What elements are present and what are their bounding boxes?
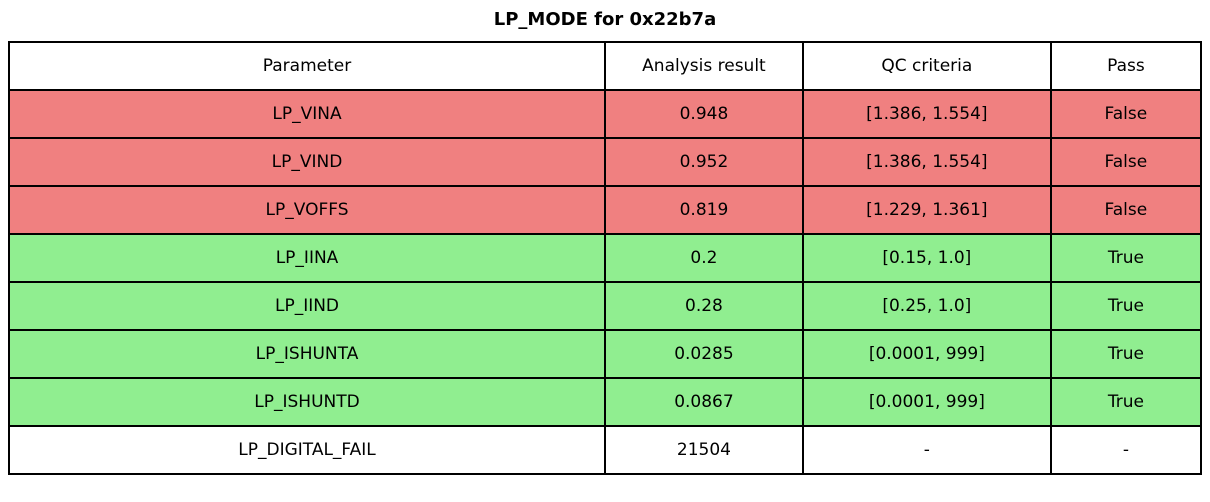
cell-parameter: LP_ISHUNTA xyxy=(7,329,607,379)
table-row: LP_ISHUNTD 0.0867 [0.0001, 999] True xyxy=(7,377,1203,427)
cell-pass: False xyxy=(1049,137,1203,187)
cell-analysis-result: 21504 xyxy=(604,425,804,475)
cell-parameter: LP_ISHUNTD xyxy=(7,377,607,427)
table-row: LP_IIND 0.28 [0.25, 1.0] True xyxy=(7,281,1203,331)
cell-pass: - xyxy=(1049,425,1203,475)
table-row: LP_VINA 0.948 [1.386, 1.554] False xyxy=(7,89,1203,139)
cell-qc-criteria: [0.15, 1.0] xyxy=(801,233,1052,283)
table-body: LP_VINA 0.948 [1.386, 1.554] False LP_VIND 0.… xyxy=(7,89,1203,475)
column-header-analysis-result: Analysis result xyxy=(604,41,804,91)
cell-pass: False xyxy=(1049,89,1203,139)
cell-analysis-result: 0.2 xyxy=(604,233,804,283)
table-row: LP_ISHUNTA 0.0285 [0.0001, 999] True xyxy=(7,329,1203,379)
cell-parameter: LP_VINA xyxy=(7,89,607,139)
column-header-parameter: Parameter xyxy=(7,41,607,91)
cell-qc-criteria: [1.386, 1.554] xyxy=(801,137,1052,187)
table-row: LP_DIGITAL_FAIL 21504- - xyxy=(7,425,1203,475)
table-row: LP_VOFFS 0.819 [1.229, 1.361] False xyxy=(7,185,1203,235)
cell-parameter: LP_IIND xyxy=(7,281,607,331)
cell-parameter: LP_VOFFS xyxy=(7,185,607,235)
cell-pass: True xyxy=(1049,233,1203,283)
cell-analysis-result: 0.948 xyxy=(604,89,804,139)
cell-parameter: LP_IINA xyxy=(7,233,607,283)
table-row: LP_VIND 0.952 [1.386, 1.554] False xyxy=(7,137,1203,187)
cell-qc-criteria: - xyxy=(801,425,1052,475)
table-row: LP_IINA 0.2 [0.15, 1.0] True xyxy=(7,233,1203,283)
chart-title: LP_MODE for 0x22b7a xyxy=(493,9,717,30)
qc-results-table: Parameter Analysis result QC criteria Pa… xyxy=(7,41,1203,475)
cell-analysis-result: 0.819 xyxy=(604,185,804,235)
cell-pass: True xyxy=(1049,281,1203,331)
cell-qc-criteria: [0.25, 1.0] xyxy=(801,281,1052,331)
cell-parameter: LP_VIND xyxy=(7,137,607,187)
column-header-pass: Pass xyxy=(1049,41,1203,91)
cell-qc-criteria: [0.0001, 999] xyxy=(801,377,1052,427)
table-header-row: Parameter Analysis result QC criteria Pa… xyxy=(7,41,1203,91)
cell-analysis-result: 0.0285 xyxy=(604,329,804,379)
cell-qc-criteria: [1.386, 1.554] xyxy=(801,89,1052,139)
cell-analysis-result: 0.28 xyxy=(604,281,804,331)
cell-analysis-result: 0.0867 xyxy=(604,377,804,427)
cell-analysis-result: 0.952 xyxy=(604,137,804,187)
cell-pass: False xyxy=(1049,185,1203,235)
cell-pass: True xyxy=(1049,377,1203,427)
cell-qc-criteria: [1.229, 1.361] xyxy=(801,185,1052,235)
cell-pass: True xyxy=(1049,329,1203,379)
column-header-qc-criteria: QC criteria xyxy=(801,41,1052,91)
cell-parameter: LP_DIGITAL_FAIL xyxy=(7,425,607,475)
cell-qc-criteria: [0.0001, 999] xyxy=(801,329,1052,379)
